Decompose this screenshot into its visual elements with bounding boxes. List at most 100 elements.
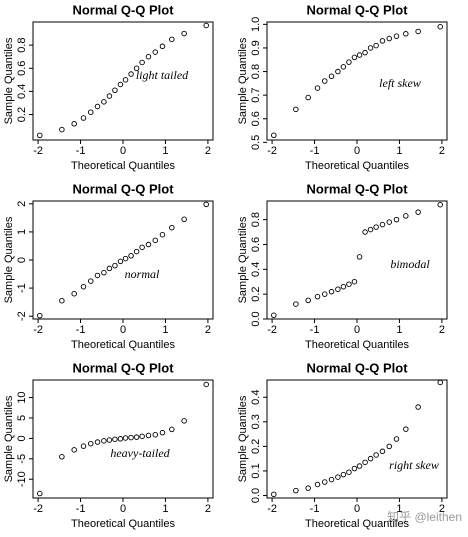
point <box>415 28 421 35</box>
point <box>346 469 352 475</box>
chart-title: Normal Q-Q Plot <box>72 2 174 17</box>
y-axis-label: Sample Quantiles <box>3 37 15 124</box>
y-axis-label: Sample Quantiles <box>237 216 249 303</box>
point <box>181 30 187 37</box>
panel: Normal Q-Q Plot Theoretical Quantiles Samp… <box>3 181 214 351</box>
point <box>379 448 386 455</box>
point <box>87 440 94 447</box>
x-tick-label: -2 <box>267 145 277 157</box>
point <box>293 301 299 307</box>
plot-frame <box>266 379 448 499</box>
point <box>133 248 140 255</box>
point <box>437 379 443 386</box>
point <box>59 126 65 133</box>
point <box>128 253 134 259</box>
point <box>112 262 118 269</box>
point <box>181 216 187 223</box>
point <box>169 224 175 231</box>
point <box>373 42 379 49</box>
point <box>351 465 358 472</box>
point <box>415 209 421 215</box>
point <box>181 418 187 424</box>
y-tick-label: 0.4 <box>250 390 262 405</box>
y-tick-label: 2 <box>16 201 28 207</box>
point <box>71 290 77 297</box>
point <box>293 106 299 113</box>
point <box>133 434 140 440</box>
point <box>367 455 374 462</box>
x-axis-label: Theoretical Quantiles <box>305 339 409 351</box>
point <box>159 429 166 436</box>
point <box>37 490 43 497</box>
x-tick-label: 1 <box>162 503 168 515</box>
annotation: bimodal <box>390 257 430 271</box>
chart-title: Normal Q-Q Plot <box>72 360 174 375</box>
point <box>59 454 65 460</box>
point <box>293 487 299 494</box>
point <box>403 213 409 219</box>
point <box>346 281 352 287</box>
point <box>393 33 400 39</box>
point <box>356 254 363 260</box>
point <box>393 436 400 442</box>
annotation: left skew <box>379 76 421 90</box>
point <box>373 224 379 230</box>
x-tick-label: -1 <box>76 503 86 515</box>
annotation: normal <box>125 267 160 281</box>
point <box>203 201 209 208</box>
x-tick-label: -2 <box>33 324 43 336</box>
x-tick-label: -2 <box>267 503 277 515</box>
point <box>305 94 311 101</box>
point <box>305 485 311 491</box>
point <box>80 115 87 121</box>
x-tick-label: 1 <box>396 145 402 157</box>
point <box>328 476 335 483</box>
x-tick-label: -1 <box>76 324 86 336</box>
point <box>356 463 363 469</box>
point <box>271 491 277 498</box>
point <box>437 23 443 30</box>
point <box>71 447 77 453</box>
chart-title: Normal Q-Q Plot <box>306 360 408 375</box>
point <box>373 452 379 458</box>
point <box>139 59 145 66</box>
point <box>128 434 134 441</box>
x-tick-label: 2 <box>205 324 211 336</box>
y-tick-label: 0.6 <box>16 61 28 76</box>
x-tick-label: 1 <box>396 503 402 515</box>
point <box>37 132 43 139</box>
chart-title: Normal Q-Q Plot <box>306 181 408 196</box>
point <box>393 216 400 223</box>
x-tick-label: -2 <box>33 503 43 515</box>
point <box>122 255 129 262</box>
x-tick-label: 2 <box>439 503 445 515</box>
point <box>386 443 393 450</box>
y-tick-label: -2 <box>16 311 28 321</box>
y-tick-label: 0 <box>16 257 28 263</box>
y-tick-label: 0.6 <box>250 111 262 126</box>
x-tick-label: -2 <box>267 324 277 336</box>
x-axis-label: Theoretical Quantiles <box>71 518 175 530</box>
point <box>367 45 374 51</box>
y-tick-label: 0.9 <box>250 40 262 55</box>
point <box>340 64 347 70</box>
point <box>117 436 124 442</box>
point <box>112 87 118 94</box>
point <box>386 35 393 42</box>
x-axis-label: Theoretical Quantiles <box>305 518 409 530</box>
point <box>314 293 321 300</box>
point <box>94 272 101 279</box>
panel: Normal Q-Q Plot Theoretical Quantiles Samp… <box>3 2 214 172</box>
y-tick-label: 0.1 <box>250 463 262 478</box>
point <box>94 439 101 445</box>
point <box>112 436 118 442</box>
point <box>335 474 341 480</box>
point <box>335 286 341 292</box>
x-tick-label: 0 <box>120 145 126 157</box>
y-tick-label: 0.4 <box>16 84 28 99</box>
x-tick-label: 0 <box>354 324 360 336</box>
point <box>145 432 152 439</box>
x-tick-label: 2 <box>439 324 445 336</box>
x-tick-label: 2 <box>439 145 445 157</box>
